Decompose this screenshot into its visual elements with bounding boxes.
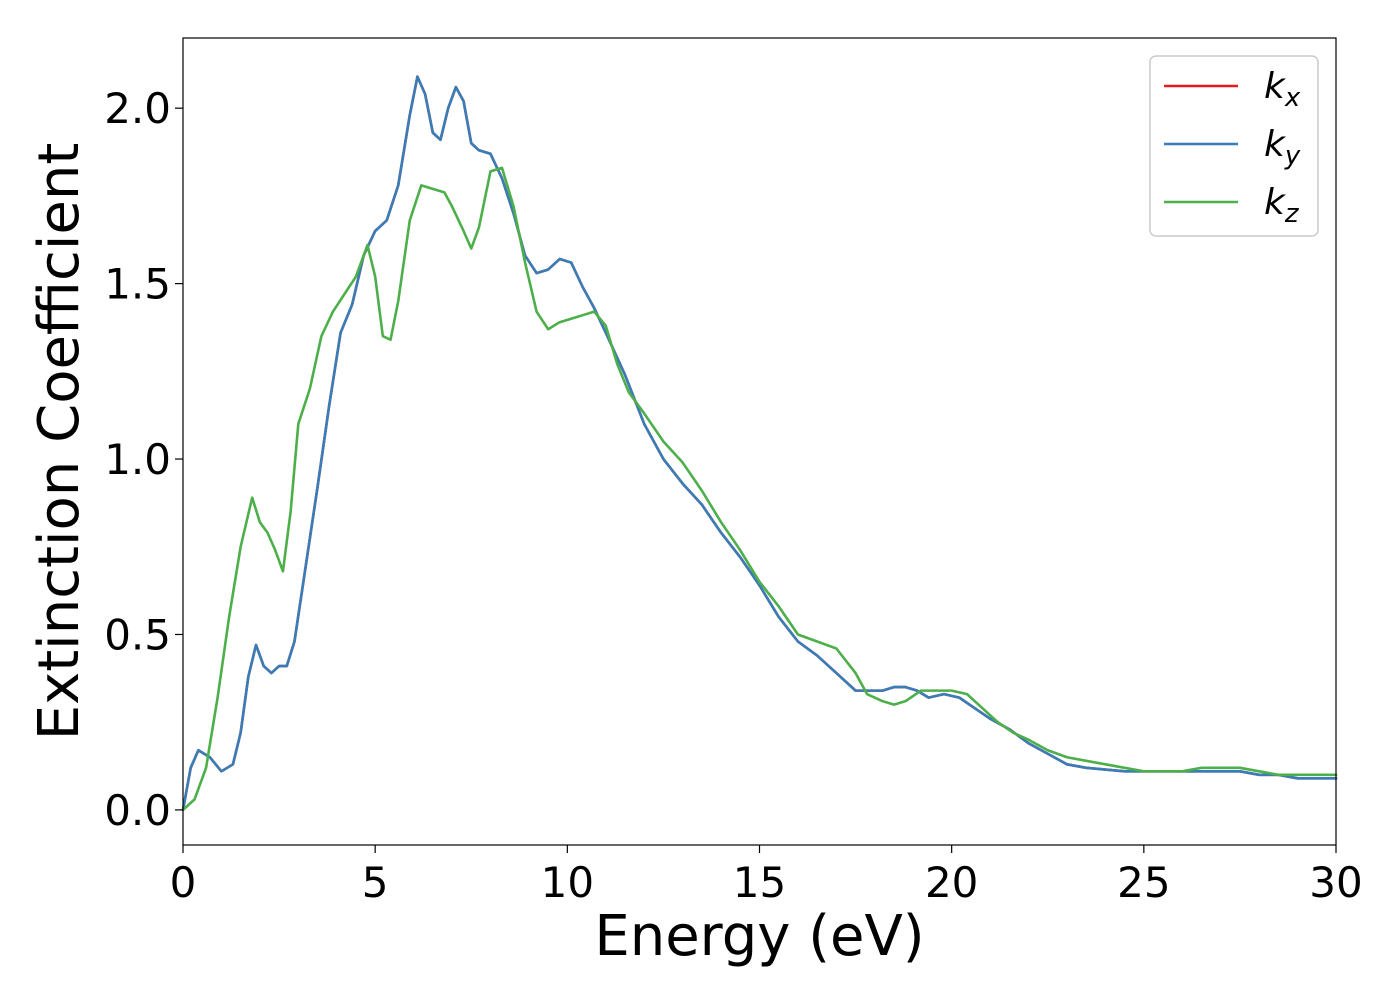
y-axis-label: Extinction Coefficient [27,143,92,741]
series-layer [181,75,1338,812]
x-tick-label: 15 [733,858,786,907]
series-line-y [181,75,1338,812]
x-tick-label: 5 [362,858,389,907]
y-tick-label: 0.0 [104,786,171,835]
y-tick-label: 0.5 [104,610,171,659]
x-tick-label: 25 [1117,858,1170,907]
x-axis-ticks: 0 5 10 15 20 25 30 [170,845,1363,907]
series-line-z [181,166,1338,812]
y-axis-ticks: 0.0 0.5 1.0 1.5 2.0 [104,84,183,835]
x-tick-label: 30 [1309,858,1362,907]
legend-frame [1149,55,1319,237]
y-tick-label: 2.0 [104,84,171,133]
x-tick-label: 20 [925,858,978,907]
x-tick-label: 10 [541,858,594,907]
plot-background [183,38,1336,845]
x-axis-label: Energy (eV) [594,904,924,969]
x-tick-label: 0 [170,858,197,907]
y-tick-label: 1.0 [104,435,171,484]
y-tick-label: 1.5 [104,260,171,309]
